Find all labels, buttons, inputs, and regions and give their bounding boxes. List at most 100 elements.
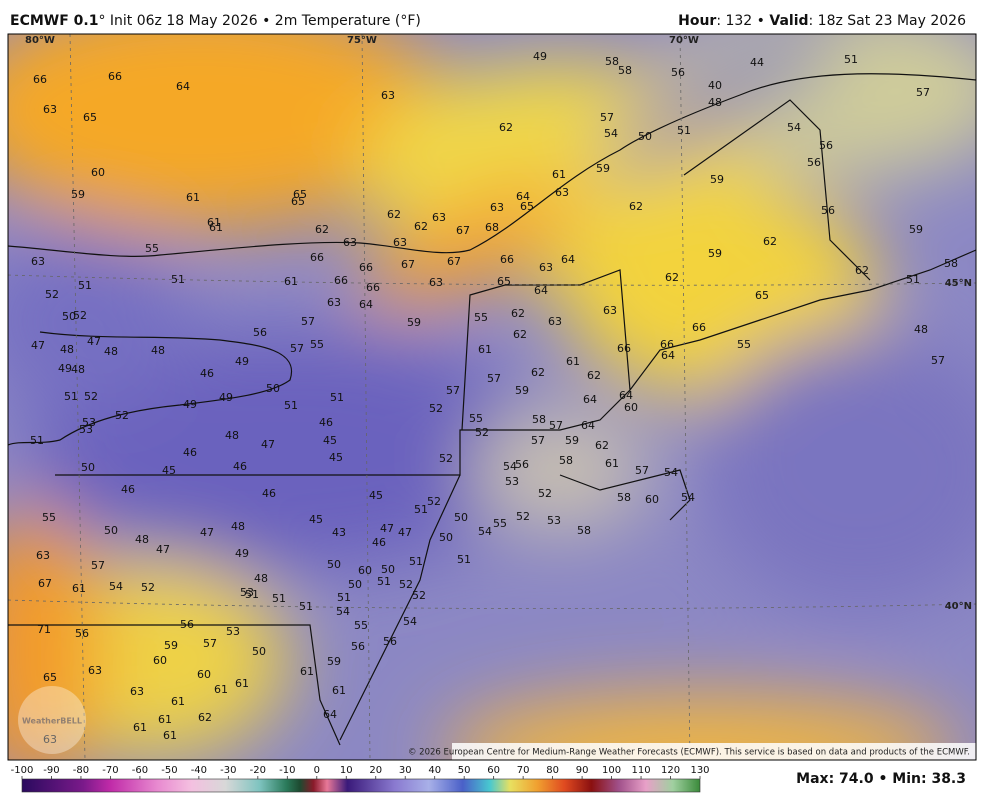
temperature-value: 66 xyxy=(366,281,380,294)
temperature-value: 62 xyxy=(315,223,329,236)
temperature-value: 49 xyxy=(235,547,249,560)
temperature-value: 45 xyxy=(162,464,176,477)
colorbar-tick-label: 60 xyxy=(487,765,500,776)
temperature-value: 63 xyxy=(343,236,357,249)
graticule-label: 75°W xyxy=(347,35,377,46)
temperature-value: 47 xyxy=(156,543,170,556)
temperature-value: 59 xyxy=(327,655,341,668)
temperature-value: 50 xyxy=(266,382,280,395)
temperature-value: 63 xyxy=(31,255,45,268)
temperature-value: 65 xyxy=(755,289,769,302)
temperature-value: 51 xyxy=(272,592,286,605)
temperature-value: 52 xyxy=(84,390,98,403)
temperature-value: 47 xyxy=(87,335,101,348)
temperature-value: 51 xyxy=(299,600,313,613)
temperature-value: 57 xyxy=(301,315,315,328)
temperature-value: 61 xyxy=(235,677,249,690)
temperature-value: 52 xyxy=(115,409,129,422)
temperature-value: 53 xyxy=(505,475,519,488)
temperature-value: 54 xyxy=(478,525,492,538)
colorbar-ticks: -100 -90 -80 -70 -60 -50 -40 -30 -20 -10 0 10 20 30 40… xyxy=(11,765,710,779)
temperature-value: 63 xyxy=(381,89,395,102)
temperature-value: 43 xyxy=(332,526,346,539)
temperature-value: 51 xyxy=(457,553,471,566)
temperature-value: 50 xyxy=(454,511,468,524)
temperature-value: 61 xyxy=(605,457,619,470)
graticule-label: 70°W xyxy=(669,35,699,46)
temperature-value: 56 xyxy=(180,618,194,631)
temperature-value: 58 xyxy=(577,524,591,537)
temperature-value: 61 xyxy=(284,275,298,288)
temperature-value: 46 xyxy=(319,416,333,429)
temperature-value: 61 xyxy=(214,683,228,696)
temperature-value: 58 xyxy=(605,55,619,68)
temperature-value: 63 xyxy=(43,103,57,116)
temperature-value: 63 xyxy=(327,296,341,309)
temperature-value: 54 xyxy=(336,605,350,618)
temperature-value: 63 xyxy=(603,304,617,317)
temperature-value: 64 xyxy=(534,284,548,297)
temperature-value: 62 xyxy=(587,369,601,382)
temperature-value: 56 xyxy=(383,635,397,648)
temperature-value: 49 xyxy=(533,50,547,63)
temperature-value: 61 xyxy=(163,729,177,742)
temperature-value: 65 xyxy=(291,195,305,208)
temperature-value: 62 xyxy=(513,328,527,341)
temperature-value: 51 xyxy=(330,391,344,404)
temperature-value: 52 xyxy=(427,495,441,508)
temperature-value: 48 xyxy=(254,572,268,585)
temperature-value: 60 xyxy=(91,166,105,179)
temperature-value: 52 xyxy=(538,487,552,500)
temperature-value: 58 xyxy=(618,64,632,77)
temperature-value: 62 xyxy=(855,264,869,277)
temperature-value: 61 xyxy=(207,216,221,229)
temperature-value: 66 xyxy=(359,261,373,274)
temperature-value: 60 xyxy=(624,401,638,414)
temperature-value: 46 xyxy=(262,487,276,500)
temperature-value: 48 xyxy=(914,323,928,336)
temperature-value: 52 xyxy=(516,510,530,523)
temperature-value: 60 xyxy=(645,493,659,506)
copyright: © 2026 European Centre for Medium-Range … xyxy=(408,748,970,758)
temperature-value: 61 xyxy=(133,721,147,734)
temperature-value: 63 xyxy=(130,685,144,698)
temperature-value: 48 xyxy=(71,363,85,376)
colorbar-tick-label: 130 xyxy=(690,765,709,776)
colorbar-tick-label: -10 xyxy=(279,765,295,776)
temperature-value: 59 xyxy=(164,639,178,652)
temperature-value: 56 xyxy=(75,627,89,640)
temperature-value: 66 xyxy=(660,338,674,351)
temperature-value: 67 xyxy=(401,258,415,271)
watermark-logo xyxy=(18,686,86,754)
temperature-value: 49 xyxy=(183,398,197,411)
stats: Max: 74.0 • Min: 38.3 xyxy=(796,771,966,787)
temperature-value: 60 xyxy=(197,668,211,681)
temperature-value: 56 xyxy=(807,156,821,169)
temperature-value: 61 xyxy=(72,582,86,595)
temperature-value: 56 xyxy=(253,326,267,339)
temperature-value: 48 xyxy=(60,343,74,356)
temperature-value: 51 xyxy=(284,399,298,412)
graticule-label: 40°N xyxy=(945,601,972,612)
temperature-value: 65 xyxy=(497,275,511,288)
temperature-value: 61 xyxy=(209,221,223,234)
temperature-value: 66 xyxy=(33,73,47,86)
temperature-value: 59 xyxy=(909,223,923,236)
title: ECMWF 0.1° Init 06z 18 May 2026 • 2m Tem… xyxy=(10,13,421,29)
temperature-value: 53 xyxy=(547,514,561,527)
temperature-value: 49 xyxy=(235,355,249,368)
temperature-value: 51 xyxy=(414,503,428,516)
temperature-value: 67 xyxy=(447,255,461,268)
temperature-value: 47 xyxy=(380,522,394,535)
temperature-value: 58 xyxy=(559,454,573,467)
graticule-label: 45°N xyxy=(945,278,972,289)
temperature-value: 48 xyxy=(225,429,239,442)
colorbar-tick-label: 30 xyxy=(399,765,412,776)
temperature-value: 60 xyxy=(153,654,167,667)
temperature-value: 61 xyxy=(186,191,200,204)
temperature-value: 52 xyxy=(429,402,443,415)
temperature-value: 59 xyxy=(515,384,529,397)
temperature-value: 57 xyxy=(487,372,501,385)
temperature-value: 49 xyxy=(219,391,233,404)
temperature-value: 62 xyxy=(511,307,525,320)
